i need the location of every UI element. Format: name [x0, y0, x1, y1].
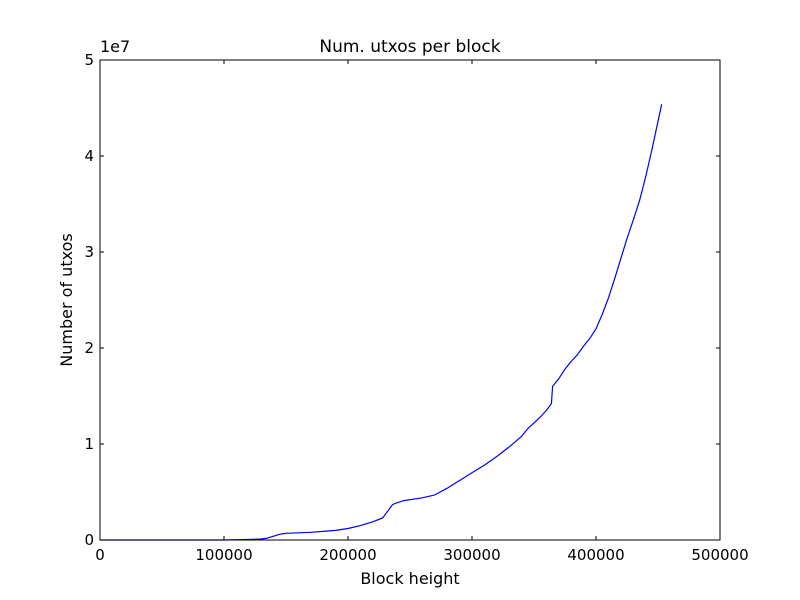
x-tick-label: 300000 [443, 546, 500, 564]
y-tick-label: 0 [84, 531, 94, 549]
y-offset-label: 1e7 [100, 37, 130, 56]
x-tick-label: 400000 [567, 546, 624, 564]
y-tick-label: 3 [84, 243, 94, 261]
x-axis-label: Block height [360, 569, 459, 588]
x-tick-label: 0 [95, 546, 105, 564]
x-tick-label: 100000 [195, 546, 252, 564]
series-line [100, 104, 663, 541]
x-tick-label: 500000 [691, 546, 748, 564]
series-layer [100, 104, 663, 541]
y-tick-label: 2 [84, 339, 94, 357]
y-tick-label: 4 [84, 147, 94, 165]
plot-frame [99, 59, 721, 541]
chart-title: Num. utxos per block [319, 37, 500, 57]
y-axis-label: Number of utxos [57, 233, 76, 366]
x-tick-label: 200000 [319, 546, 376, 564]
axis-ticks: 0 100000 200000 300000 400000 500000 0 1 2 3 4 5 [84, 51, 748, 564]
y-tick-label: 5 [84, 51, 94, 69]
y-tick-label: 1 [84, 435, 94, 453]
